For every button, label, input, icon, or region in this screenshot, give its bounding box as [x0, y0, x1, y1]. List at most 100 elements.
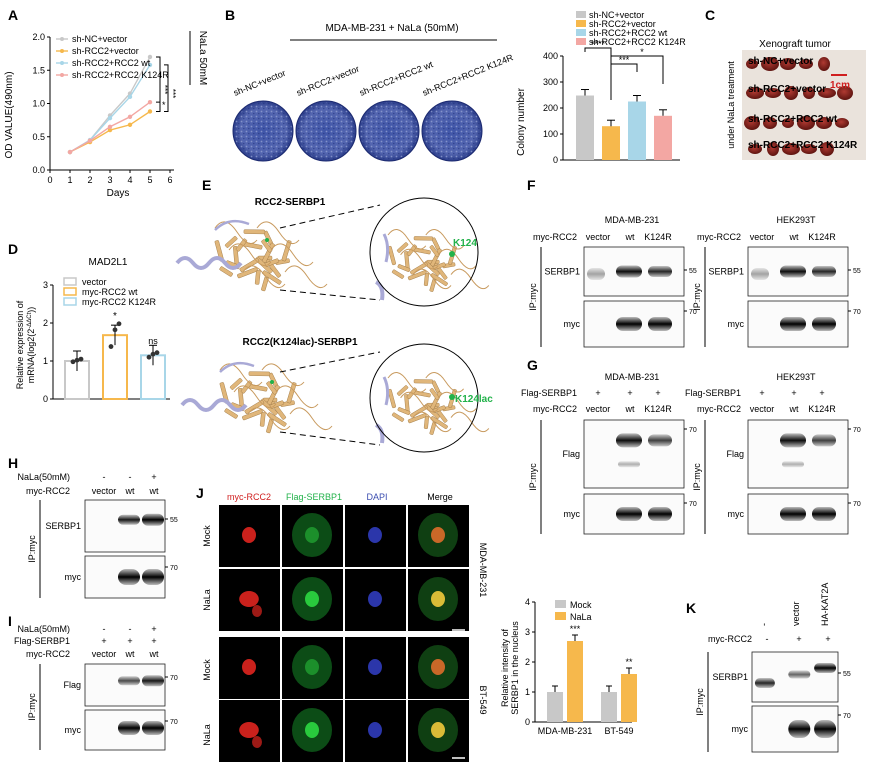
d-data-point — [112, 327, 118, 333]
a-xtick-label: 6 — [167, 175, 172, 185]
chart-a: 0.0 0.5 1.0 1.5 2.0 0 1 2 3 4 5 6 sh-NC+vector sh-RCC… — [32, 32, 177, 185]
g-left-plus: + — [595, 388, 600, 398]
g-left-row-label: Flag-SERBP1 — [521, 388, 577, 398]
g-left-mw-label: 70 — [689, 427, 697, 434]
e-loop — [256, 221, 300, 245]
panel-g: G MDA-MB-231 Flag-SERBP1 + + + myc-RCC2 vector… — [521, 357, 861, 535]
f-right-mw-label: 55 — [853, 268, 861, 275]
e-loop — [214, 221, 258, 245]
panel-k: K - vector HA-KAT2A myc-RCC2 - + + SERBP1 55 myc 7… — [686, 583, 851, 753]
c-scale-label: 1cm — [830, 80, 850, 91]
panel-letter-b: B — [225, 7, 235, 23]
e-helix — [382, 376, 390, 406]
f-right-band — [751, 267, 769, 280]
d-legend-swatch — [63, 297, 77, 306]
e-zoom-line-1b — [279, 289, 381, 301]
f-right-band — [812, 266, 836, 277]
h-mw-label: 70 — [170, 565, 178, 572]
f-right-lane: vector — [750, 232, 775, 242]
j-sig-label: *** — [570, 624, 581, 634]
d-ylabel-2: mRNA(log2(2-ΔΔCt)) — [26, 307, 36, 384]
e-beta-strand — [254, 270, 261, 285]
e-beta-strand — [407, 413, 427, 424]
b-sig-label: **** — [591, 39, 606, 49]
f-right-band-label: myc — [728, 319, 745, 329]
j-row-4: NaLa — [202, 724, 212, 746]
e-beta-strand — [266, 418, 274, 434]
c-tumor — [746, 59, 758, 69]
d-ytick-label: 0 — [43, 394, 48, 404]
panel-letter-i: I — [8, 613, 12, 629]
a-xlabel: Days — [107, 188, 130, 199]
panel-i: I NaLa(50mM) Flag-SERBP1 myc-RCC2 - - + + + + vec… — [8, 613, 178, 751]
c-tumor — [818, 57, 830, 71]
c-tumor — [799, 59, 813, 69]
b-legend-label: sh-RCC2+RCC2 wt — [589, 28, 668, 38]
e-zoom-line-2b — [279, 431, 381, 446]
g-right-row-label: Flag-SERBP1 — [685, 388, 741, 398]
b-legend-swatch — [576, 11, 586, 18]
b-sig-label: * — [640, 47, 644, 57]
j-sig-label: ** — [625, 657, 633, 667]
j-ytick-label: 1 — [525, 687, 530, 697]
e-beta-strand — [261, 276, 269, 292]
d-data-point — [146, 354, 152, 360]
k-plus: - — [766, 634, 769, 644]
e-beta-strand — [266, 381, 278, 395]
e-beta-strand — [262, 270, 282, 285]
a-xtick-label: 3 — [107, 175, 112, 185]
e-beta-strand — [391, 412, 405, 422]
e-loop — [228, 243, 272, 267]
g-left-lane: K124R — [644, 404, 672, 414]
a-xtick-label: 4 — [127, 175, 132, 185]
j-merge-signal — [431, 722, 445, 738]
g-left-band — [648, 507, 672, 521]
b-well-label: sh-RCC2+RCC2 K124R — [421, 52, 515, 98]
e-loop — [289, 407, 333, 431]
i-row-label: NaLa(50mM) — [17, 624, 70, 634]
g-right-band — [780, 507, 806, 521]
a-sig-label: *** — [168, 89, 177, 98]
b-legend-label: sh-RCC2+RCC2 K124R — [589, 37, 686, 47]
b-bar — [654, 115, 672, 160]
f-right-lane: K124R — [808, 232, 836, 242]
j-ylabel-2: SERBP1 in the nucleus — [510, 621, 520, 715]
c-tumor — [835, 118, 849, 128]
a-legend-dot — [60, 49, 64, 53]
i-plus: + — [127, 636, 132, 646]
b-legend-label: sh-NC+vector — [589, 10, 644, 20]
a-data-point — [147, 62, 153, 68]
g-right-plus: + — [791, 388, 796, 398]
e-beta-strand — [242, 409, 263, 421]
c-tumor — [761, 57, 779, 71]
panel-letter-a: A — [8, 7, 18, 23]
i-side-label: IP:myc — [27, 693, 37, 721]
j-merge-signal — [431, 527, 445, 543]
j-red-signal — [252, 736, 262, 748]
e-beta-strand — [243, 229, 266, 235]
j-red-signal — [252, 605, 262, 617]
a-xtick-label: 0 — [47, 175, 52, 185]
a-ytick-label: 0.5 — [32, 132, 45, 142]
c-row-4: sh-RCC2+RCC2 K124R — [748, 140, 858, 151]
a-data-point — [107, 127, 113, 133]
d-data-point — [78, 356, 84, 362]
h-nala: - — [103, 472, 106, 482]
j-bar — [601, 692, 617, 722]
e-loop — [450, 268, 490, 290]
f-left-band — [648, 266, 672, 277]
g-right-plus: + — [759, 388, 764, 398]
e-protein-models — [175, 219, 490, 444]
j-blue-signal — [368, 591, 382, 607]
e-label-k124: K124 — [453, 238, 477, 249]
g-left-cell: MDA-MB-231 — [605, 372, 660, 382]
e-helix — [175, 256, 243, 270]
e-beta-strand — [429, 388, 440, 401]
a-data-point — [127, 114, 133, 120]
e-beta-strand — [387, 245, 396, 266]
j-bar — [547, 692, 563, 722]
f-left-band — [616, 317, 642, 331]
c-tumor — [780, 58, 796, 70]
chart-b: 0100200300400********sh-NC+vectorsh-RCC2… — [543, 10, 686, 165]
